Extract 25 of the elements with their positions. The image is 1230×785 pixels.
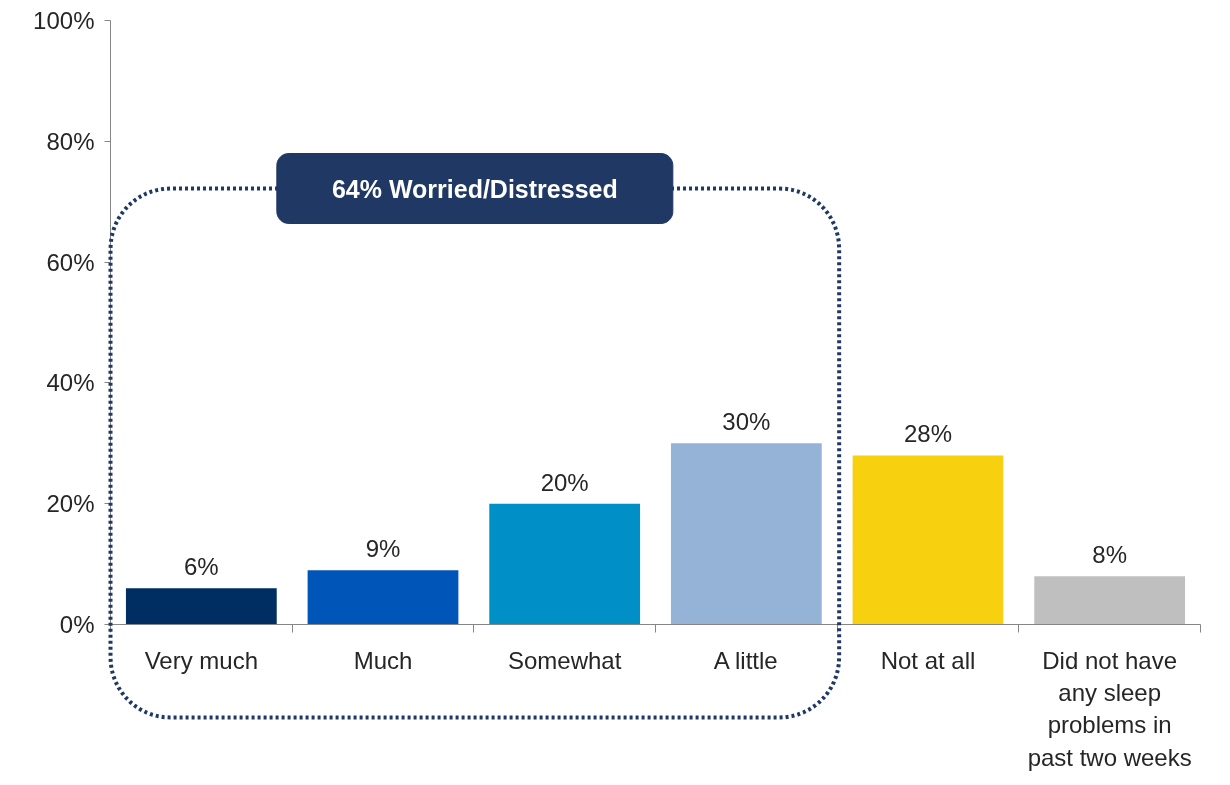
y-tick-label: 0% <box>59 611 95 638</box>
bar <box>125 588 277 625</box>
y-tick-label: 60% <box>46 248 95 276</box>
y-tick-label: 20% <box>46 490 95 518</box>
bar <box>307 570 459 625</box>
x-tick-label: Much <box>353 646 413 674</box>
data-label: 9% <box>365 535 401 563</box>
y-tick-label: 100% <box>33 7 95 34</box>
x-tick-label: Not at all <box>880 646 976 674</box>
x-tick-label: Somewhat <box>507 646 622 674</box>
data-label: 8% <box>1092 541 1128 569</box>
bar <box>670 443 822 625</box>
data-label: 20% <box>540 468 589 496</box>
data-label: 30% <box>722 408 771 436</box>
data-label: 6% <box>183 553 219 581</box>
data-label: 28% <box>903 420 953 448</box>
y-tick-label: 80% <box>46 127 95 155</box>
bar <box>852 455 1004 625</box>
x-tick-label: Very much <box>144 646 259 674</box>
bar <box>1034 576 1186 625</box>
x-tick-label: Did not have any sleep problems in past two weeks <box>1027 646 1192 771</box>
band-label: 64% Worried/Distressed <box>331 174 618 203</box>
x-tick-label: A little <box>713 646 778 674</box>
y-tick-label: 40% <box>46 369 95 397</box>
bar <box>489 503 641 625</box>
